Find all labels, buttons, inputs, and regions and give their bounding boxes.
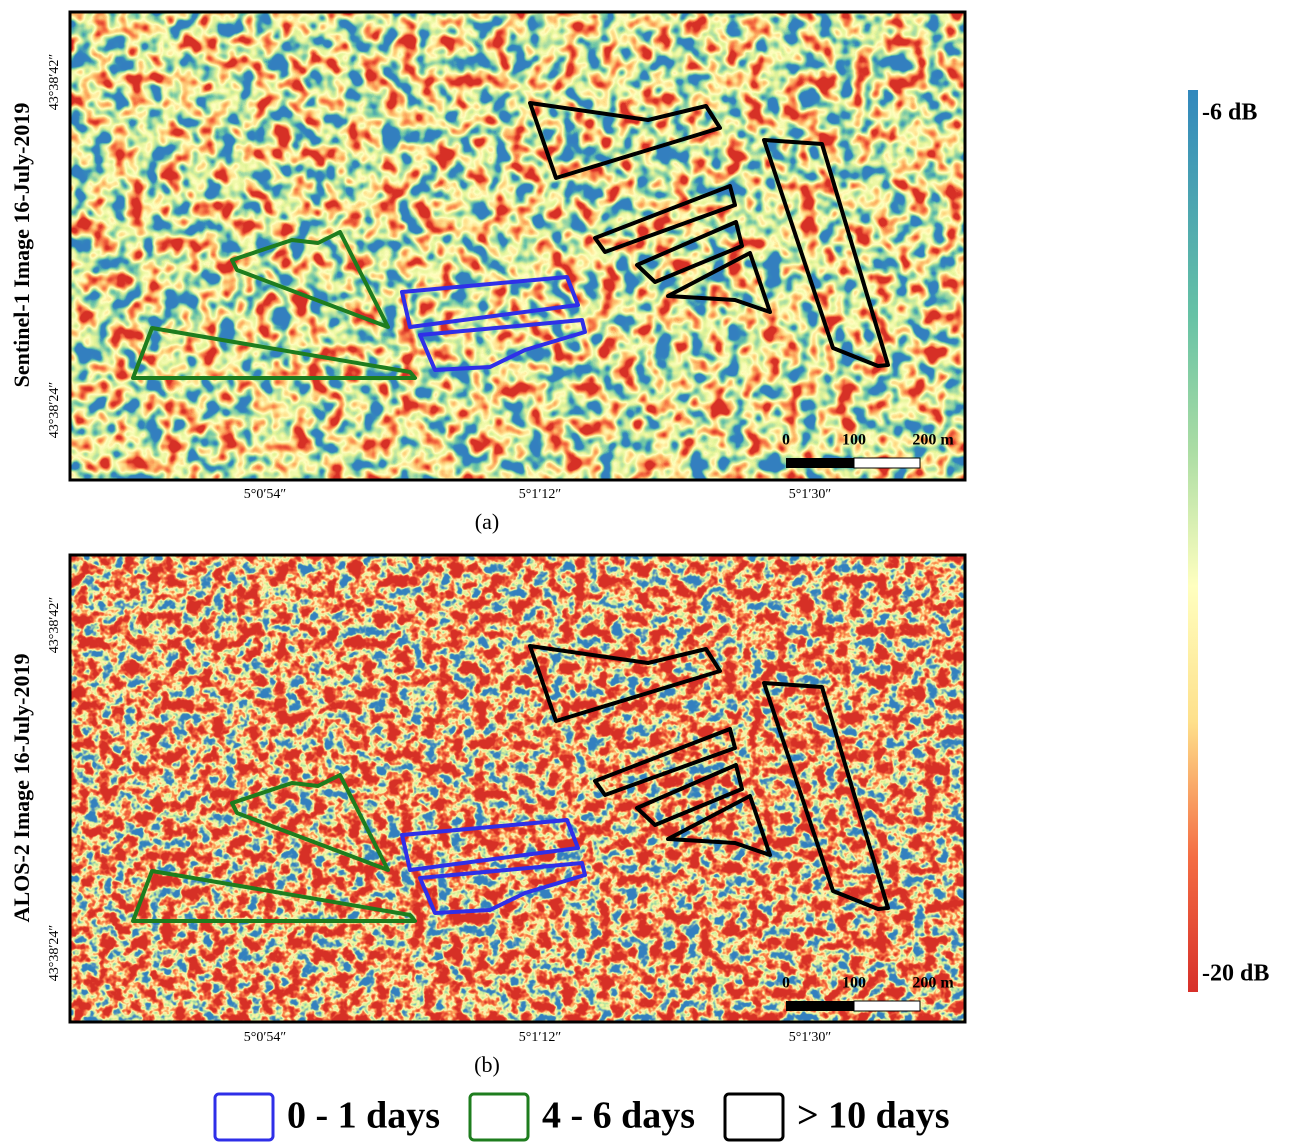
latitude-tick: 43°38′24″ <box>47 382 62 439</box>
legend-swatch <box>470 1094 528 1140</box>
colorbar-min-label: -20 dB <box>1202 961 1269 987</box>
scale-bar-label: 100 <box>842 432 866 449</box>
legend-label: 4 - 6 days <box>542 1095 695 1137</box>
panel-label: (b) <box>474 1052 500 1077</box>
longitude-tick: 5°0′54″ <box>244 487 287 502</box>
scale-bar-white <box>854 458 920 468</box>
longitude-tick: 5°1′30″ <box>789 1030 832 1045</box>
legend-swatch <box>725 1094 783 1140</box>
y-axis-title: Sentinel-1 Image 16-July-2019 <box>9 103 34 388</box>
scale-bar-white <box>854 1001 920 1011</box>
scale-bar-black <box>786 1001 854 1011</box>
scale-bar-label: 100 <box>842 975 866 992</box>
longitude-tick: 5°1′12″ <box>519 1030 562 1045</box>
scale-bar-label: 0 <box>782 975 790 992</box>
scale-bar-label: 0 <box>782 432 790 449</box>
sar-image <box>70 12 965 480</box>
legend-swatch <box>215 1094 273 1140</box>
longitude-tick: 5°0′54″ <box>244 1030 287 1045</box>
panel-label: (a) <box>475 509 499 534</box>
panel-a <box>70 12 965 480</box>
figure: -6 dB -20 dB Sentinel-1 Image 16-July-20… <box>0 0 1293 1144</box>
sar-image <box>70 555 965 1022</box>
colorbar <box>1188 90 1198 992</box>
latitude-tick: 43°38′24″ <box>47 925 62 982</box>
scale-bar-label: 200 m <box>912 432 954 449</box>
y-axis-title: ALOS-2 Image 16-July-2019 <box>9 654 34 923</box>
longitude-tick: 5°1′30″ <box>789 487 832 502</box>
colorbar-max-label: -6 dB <box>1202 100 1257 126</box>
panel-b <box>70 555 965 1022</box>
legend-label: > 10 days <box>797 1095 950 1137</box>
longitude-tick: 5°1′12″ <box>519 487 562 502</box>
latitude-tick: 43°38′42″ <box>47 54 62 111</box>
legend-label: 0 - 1 days <box>287 1095 440 1137</box>
scale-bar-black <box>786 458 854 468</box>
latitude-tick: 43°38′42″ <box>47 597 62 654</box>
scale-bar-label: 200 m <box>912 975 954 992</box>
